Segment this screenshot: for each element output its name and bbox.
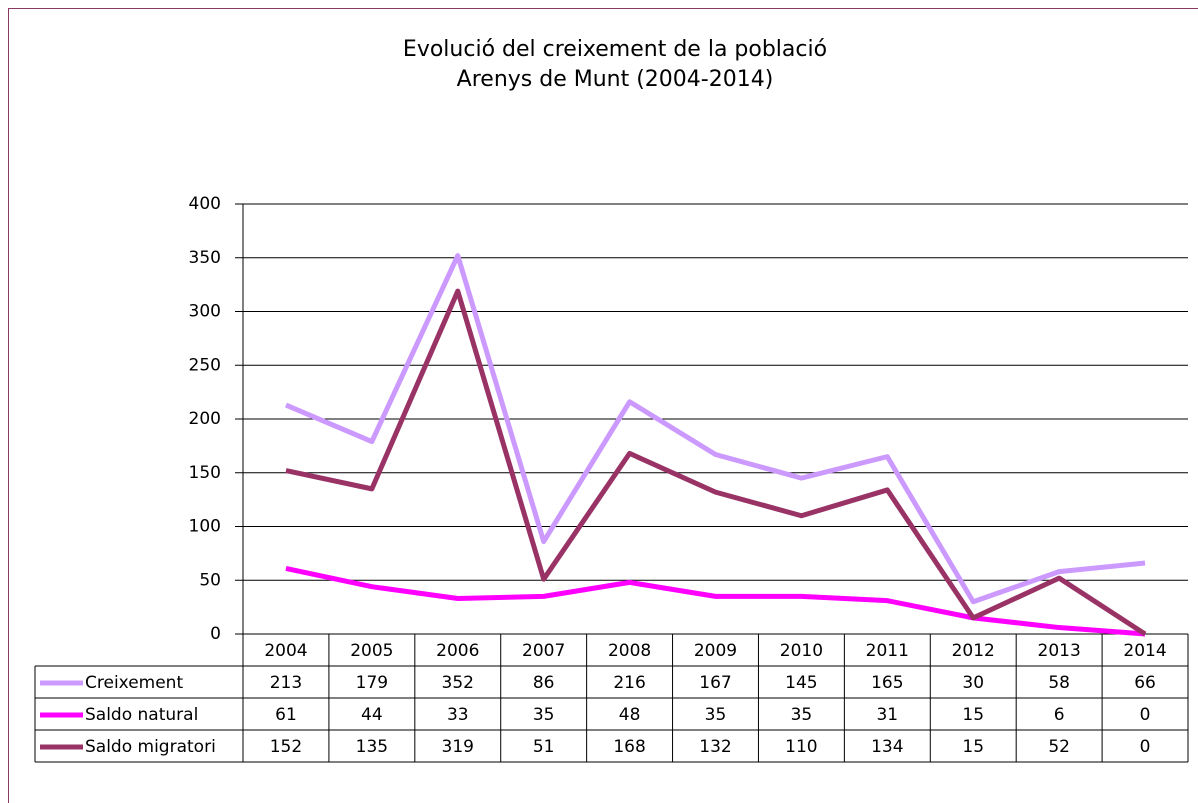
table-value: 66 — [1134, 673, 1156, 693]
table-value: 168 — [613, 737, 645, 757]
chart-title: Arenys de Munt (2004-2014) — [457, 67, 774, 92]
y-tick-label: 300 — [189, 302, 221, 322]
x-tick-label: 2004 — [264, 641, 307, 661]
table-value: 48 — [619, 705, 641, 725]
x-tick-label: 2013 — [1038, 641, 1081, 661]
line-series — [285, 565, 1146, 637]
y-tick-label: 200 — [189, 409, 221, 429]
y-tick-label: 0 — [210, 624, 221, 644]
legend-label: Saldo migratori — [85, 737, 216, 757]
table-value: 152 — [270, 737, 302, 757]
table-value: 0 — [1140, 737, 1151, 757]
x-tick-label: 2012 — [952, 641, 995, 661]
table-value: 52 — [1048, 737, 1070, 757]
x-tick-label: 2011 — [866, 641, 909, 661]
table-value: 58 — [1048, 673, 1070, 693]
table-value: 35 — [791, 705, 813, 725]
table-value: 33 — [447, 705, 469, 725]
table-value: 132 — [699, 737, 731, 757]
y-tick-label: 250 — [189, 355, 221, 375]
table-value: 35 — [533, 705, 555, 725]
y-tick-label: 100 — [189, 517, 221, 537]
x-tick-label: 2007 — [522, 641, 565, 661]
x-tick-label: 2008 — [608, 641, 651, 661]
table-value: 110 — [785, 737, 817, 757]
table-value: 145 — [785, 673, 817, 693]
table-value: 30 — [962, 673, 984, 693]
table-value: 15 — [962, 705, 984, 725]
table-value: 216 — [613, 673, 645, 693]
legend-label: Saldo natural — [85, 705, 198, 725]
y-tick-label: 350 — [189, 248, 221, 268]
table-value: 165 — [871, 673, 903, 693]
y-tick-label: 50 — [199, 570, 221, 590]
table-value: 319 — [442, 737, 474, 757]
x-tick-label: 2009 — [694, 641, 737, 661]
table-value: 44 — [361, 705, 383, 725]
table-value: 134 — [871, 737, 903, 757]
table-value: 179 — [356, 673, 388, 693]
table-value: 86 — [533, 673, 555, 693]
line-series — [284, 253, 1146, 605]
y-tick-label: 400 — [189, 194, 221, 214]
table-value: 135 — [356, 737, 388, 757]
chart-border — [8, 8, 1198, 803]
table-value: 352 — [442, 673, 474, 693]
table-value: 31 — [876, 705, 898, 725]
legend-label: Creixement — [85, 673, 183, 693]
chart-title: Evolució del creixement de la població — [403, 37, 827, 62]
x-tick-label: 2010 — [780, 641, 823, 661]
y-tick-label: 150 — [189, 463, 221, 483]
x-tick-label: 2006 — [436, 641, 479, 661]
table-value: 6 — [1054, 705, 1065, 725]
table-value: 35 — [705, 705, 727, 725]
line-series — [285, 288, 1147, 637]
table-value: 213 — [270, 673, 302, 693]
x-tick-label: 2005 — [350, 641, 393, 661]
table-value: 0 — [1140, 705, 1151, 725]
table-value: 51 — [533, 737, 555, 757]
table-value: 15 — [962, 737, 984, 757]
x-tick-label: 2014 — [1123, 641, 1166, 661]
table-value: 167 — [699, 673, 731, 693]
table-value: 61 — [275, 705, 297, 725]
